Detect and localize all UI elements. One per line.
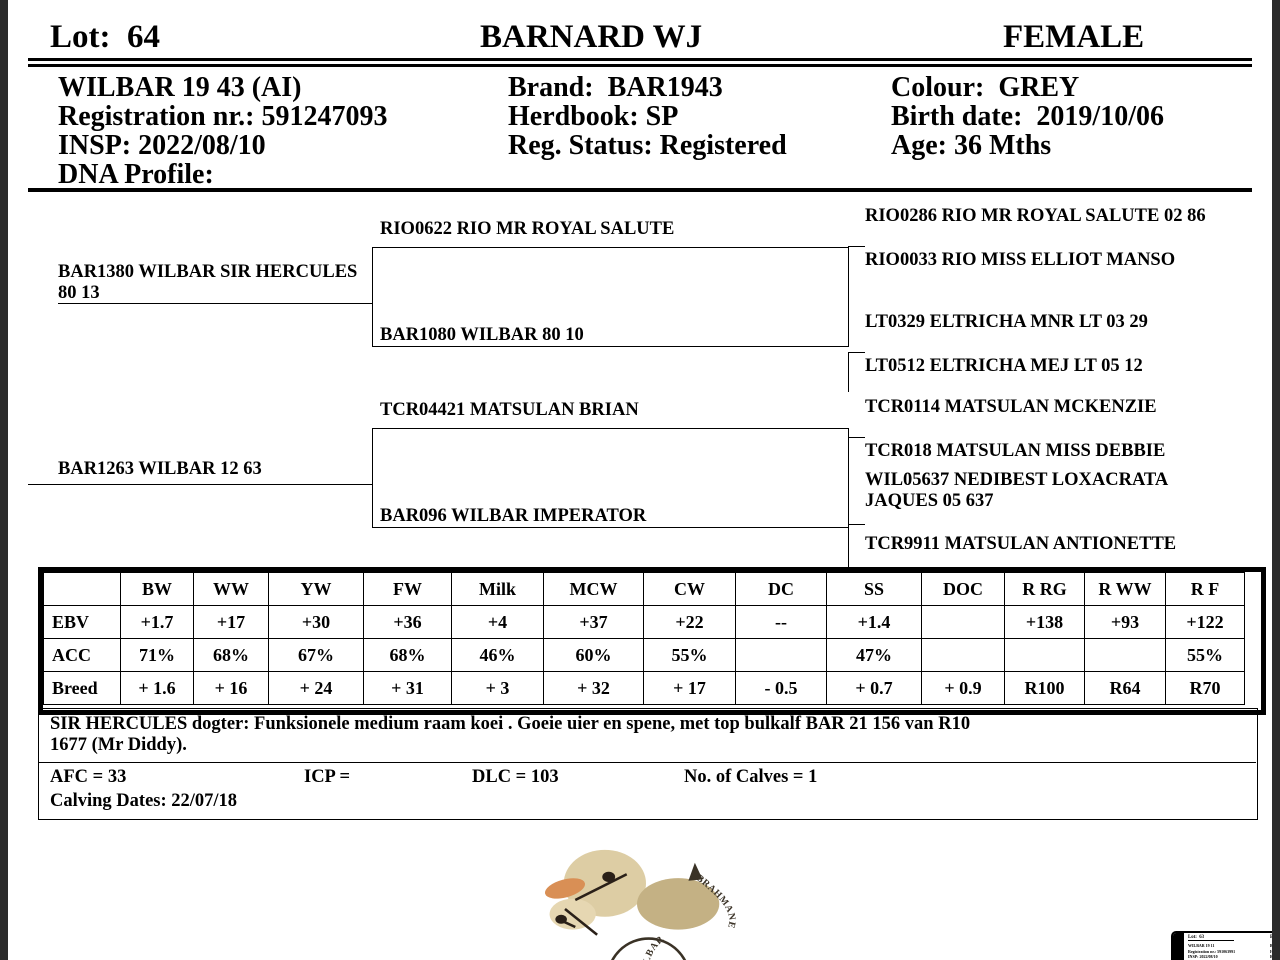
svg-text:WILBAR: WILBAR [640,933,667,960]
